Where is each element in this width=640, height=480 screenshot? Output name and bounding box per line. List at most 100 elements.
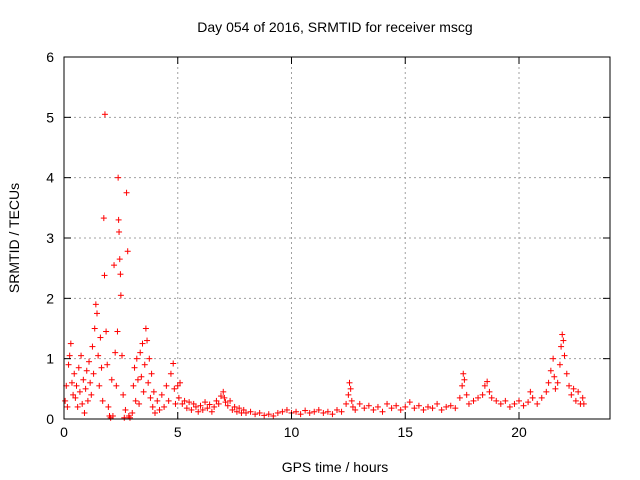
data-point: [67, 340, 74, 347]
data-point: [134, 376, 141, 383]
data-point: [74, 403, 81, 410]
data-point: [575, 388, 582, 395]
data-point: [552, 385, 559, 392]
data-point: [463, 391, 470, 398]
data-point: [347, 385, 354, 392]
data-point: [256, 409, 263, 416]
data-point: [270, 412, 277, 419]
x-tick-label: 15: [397, 424, 413, 440]
data-point: [152, 409, 158, 416]
data-point: [429, 405, 436, 412]
data-point: [161, 403, 168, 410]
data-point: [146, 355, 153, 362]
data-point: [388, 405, 395, 412]
data-point: [283, 406, 290, 413]
data-point: [126, 414, 133, 421]
y-axis-label: SRMTID / TECUs: [6, 183, 22, 293]
data-point: [204, 405, 211, 412]
data-point: [486, 388, 493, 395]
data-point: [117, 271, 124, 278]
data-point: [129, 409, 136, 416]
data-point: [97, 334, 104, 341]
x-tick-label: 5: [174, 424, 182, 440]
data-point: [229, 406, 236, 413]
data-point: [88, 391, 95, 398]
x-axis-label: GPS time / hours: [282, 459, 389, 475]
data-point: [167, 370, 174, 377]
data-point: [148, 370, 155, 377]
data-point: [550, 355, 557, 362]
data-point: [545, 379, 552, 386]
data-point: [349, 403, 356, 410]
data-point: [261, 412, 268, 419]
data-point: [315, 406, 322, 413]
data-point: [297, 411, 304, 418]
data-point: [572, 397, 579, 404]
data-point: [559, 331, 566, 338]
data-point: [123, 189, 130, 196]
y-tick-label: 2: [46, 290, 54, 306]
tick-labels: 0 5 10 15 20 0 1 2 3 4 5 6: [46, 49, 527, 440]
data-point: [247, 408, 254, 415]
data-point: [158, 391, 165, 398]
data-point: [105, 403, 112, 410]
data-point: [181, 397, 188, 404]
data-point: [217, 393, 224, 400]
data-point: [90, 370, 97, 377]
data-point: [447, 402, 454, 409]
data-point: [96, 382, 103, 389]
data-point: [124, 248, 131, 255]
data-point: [76, 388, 83, 395]
data-point: [172, 400, 179, 407]
data-point: [149, 403, 156, 410]
data-point: [334, 406, 340, 413]
data-point: [93, 310, 100, 317]
x-tick-label: 20: [511, 424, 527, 440]
data-point: [438, 406, 445, 413]
chart-title: Day 054 of 2016, SRMTID for receiver msc…: [197, 19, 472, 35]
data-point: [561, 352, 568, 359]
data-point: [188, 406, 195, 413]
data-point: [64, 403, 71, 410]
data-point: [108, 376, 115, 383]
data-point: [411, 405, 418, 412]
data-point: [170, 360, 177, 367]
data-point: [365, 402, 372, 409]
data-points: [62, 111, 587, 421]
data-point: [83, 367, 90, 374]
data-point: [497, 400, 504, 407]
data-point: [133, 355, 140, 362]
y-tick-label: 3: [46, 230, 54, 246]
data-point: [116, 228, 123, 235]
data-point: [465, 400, 472, 407]
data-point: [101, 111, 108, 118]
data-point: [415, 402, 422, 409]
data-point: [66, 352, 73, 359]
data-point: [502, 397, 509, 404]
data-point: [114, 328, 121, 335]
data-point: [192, 403, 199, 410]
data-point: [420, 406, 427, 413]
data-point: [103, 328, 110, 335]
data-point: [461, 376, 468, 383]
data-point: [547, 367, 554, 374]
data-point: [274, 409, 281, 416]
data-point: [132, 397, 139, 404]
y-tick-label: 1: [46, 351, 54, 367]
data-point: [202, 399, 209, 406]
data-point: [551, 373, 558, 380]
data-point: [179, 400, 186, 407]
data-point: [139, 340, 146, 347]
data-point: [527, 388, 534, 395]
data-point: [68, 379, 75, 386]
data-point: [82, 385, 89, 392]
data-point: [122, 406, 129, 413]
data-point: [144, 337, 151, 344]
data-point: [475, 394, 482, 401]
data-point: [324, 408, 331, 415]
data-point: [71, 370, 78, 377]
data-point: [79, 400, 86, 407]
data-point: [343, 400, 350, 407]
data-point: [240, 406, 247, 413]
